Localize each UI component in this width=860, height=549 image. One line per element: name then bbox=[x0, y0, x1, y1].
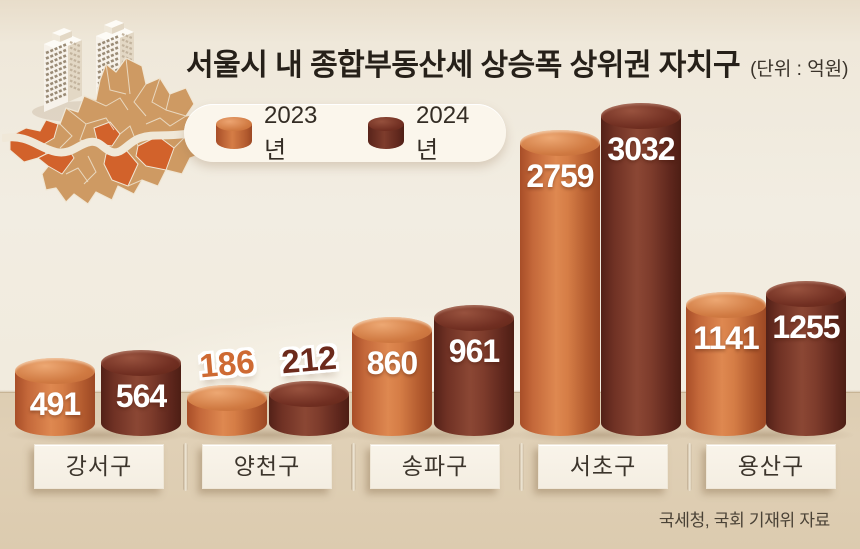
category-label-송파구: 송파구 bbox=[370, 444, 500, 489]
category-label-강서구: 강서구 bbox=[34, 444, 164, 489]
value-label-2023년-송파구: 860 bbox=[366, 345, 418, 381]
category-divider bbox=[183, 443, 188, 491]
cylinder-top bbox=[187, 385, 267, 411]
bar-2024년-송파구: 961 bbox=[434, 305, 514, 436]
bar-2024년-양천구 bbox=[269, 381, 349, 436]
bar-2023년-송파구: 860 bbox=[352, 317, 432, 436]
unit-label: (단위 : 억원) bbox=[750, 59, 849, 80]
value-label-2024년-송파구: 961 bbox=[448, 333, 500, 369]
cylinder-top bbox=[269, 381, 349, 407]
value-label-2024년-서초구: 3032 bbox=[607, 131, 675, 167]
value-label-2024년-강서구: 564 bbox=[115, 378, 167, 414]
source-credit: 국세청, 국회 기재위 자료 bbox=[658, 511, 830, 530]
category-label-용산구: 용산구 bbox=[706, 444, 836, 489]
legend-item-2023: 2023년 bbox=[216, 102, 332, 165]
seoul-map-shape bbox=[2, 57, 220, 205]
value-label-2024년-용산구: 1255 bbox=[772, 309, 840, 345]
category-divider bbox=[351, 443, 356, 491]
category-divider bbox=[687, 443, 692, 491]
legend-item-2024: 2024년 bbox=[368, 102, 484, 165]
cylinder-2024-icon bbox=[368, 117, 405, 149]
legend: 2023년 2024년 bbox=[184, 102, 506, 165]
bar-2024년-강서구: 564 bbox=[101, 350, 181, 436]
cylinder-top bbox=[434, 305, 514, 331]
bar-2023년-용산구: 1141 bbox=[686, 292, 766, 436]
han-river bbox=[2, 124, 220, 157]
bar-2023년-서초구: 2759 bbox=[520, 130, 600, 436]
category-label-서초구: 서초구 bbox=[538, 444, 668, 489]
legend-label-2023: 2023년 bbox=[264, 101, 318, 164]
category-label-양천구: 양천구 bbox=[202, 444, 332, 489]
cylinder-top bbox=[352, 317, 432, 343]
cylinder-top bbox=[686, 292, 766, 318]
value-label-2023년-서초구: 2759 bbox=[526, 158, 594, 194]
cylinder-top bbox=[15, 358, 95, 384]
cylinder-top bbox=[601, 103, 681, 129]
bar-2024년-용산구: 1255 bbox=[766, 281, 846, 436]
page-title: 서울시 내 종합부동산세 상승폭 상위권 자치구 bbox=[186, 49, 741, 82]
cylinder-top bbox=[101, 350, 181, 376]
bar-2023년-강서구: 491 bbox=[15, 358, 95, 436]
legend-label-2024: 2024년 bbox=[416, 101, 470, 164]
bar-2024년-서초구: 3032 bbox=[601, 103, 681, 436]
cylinder-top bbox=[520, 130, 600, 156]
bar-2023년-양천구 bbox=[187, 385, 267, 436]
seoul-district-map bbox=[2, 20, 220, 205]
value-label-2023년-강서구: 491 bbox=[29, 386, 81, 422]
cylinder-2023-icon bbox=[216, 117, 253, 149]
value-label-2023년-용산구: 1141 bbox=[693, 320, 759, 356]
category-divider bbox=[519, 443, 524, 491]
cylinder-top bbox=[766, 281, 846, 307]
